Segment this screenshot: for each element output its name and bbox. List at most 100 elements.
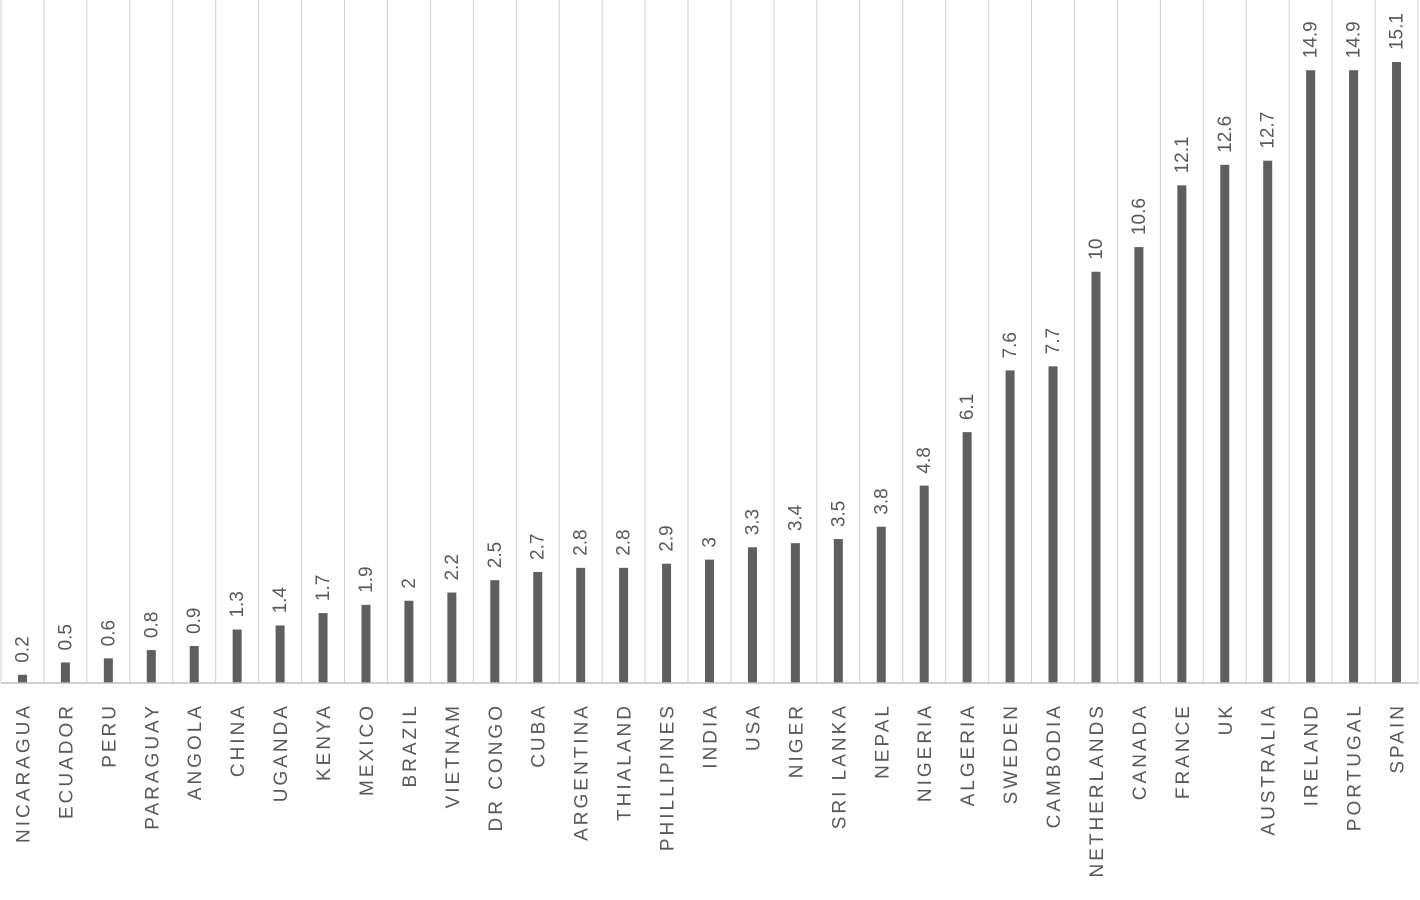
data-label: 12.1 [1172, 136, 1193, 173]
data-label: 2.2 [442, 554, 463, 580]
category-label: PERU [99, 703, 120, 768]
data-label: 2.5 [485, 542, 506, 568]
category-label: KENYA [314, 703, 335, 781]
data-label: 2 [399, 578, 420, 589]
data-label: 3.3 [742, 509, 763, 535]
data-label: 14.9 [1344, 21, 1365, 58]
data-label: 12.6 [1215, 116, 1236, 153]
bar-angola [189, 645, 199, 683]
bar-uk [1220, 164, 1230, 683]
category-label: ARGENTINA [572, 703, 593, 841]
data-label: 1.3 [227, 591, 248, 617]
data-label: 3.4 [785, 504, 806, 531]
bar-nepal [876, 526, 886, 683]
category-label: PHILLIPINES [658, 703, 679, 851]
data-label: 0.6 [98, 620, 119, 646]
category-label: FRANCE [1173, 703, 1194, 799]
category-label: CAMBODIA [1044, 703, 1065, 828]
data-label: 0.8 [141, 612, 162, 638]
bar-portugal [1349, 70, 1359, 684]
category-label: MEXICO [357, 703, 378, 796]
category-label: PORTUGAL [1345, 703, 1366, 831]
category-label: AUSTRALIA [1259, 703, 1280, 836]
data-label: 3.5 [828, 501, 849, 527]
bar-usa [747, 547, 757, 683]
category-label: SPAIN [1388, 703, 1409, 774]
data-label: 1.9 [356, 566, 377, 592]
category-tick-labels: NICARAGUA ECUADOR PERU PARAGUAY ANGOLA CHINA U… [13, 703, 1408, 877]
bar-mexico [361, 604, 371, 683]
data-label: 2.8 [614, 529, 635, 555]
bar-australia [1263, 160, 1273, 684]
bar-india [705, 559, 714, 683]
bar-ecuador [60, 662, 70, 683]
bar-netherlands [1091, 271, 1101, 683]
category-label: VIETNAM [443, 703, 464, 808]
data-label: 7.6 [1000, 332, 1021, 358]
category-label: ECUADOR [56, 703, 77, 819]
data-label: 3 [700, 537, 721, 548]
category-label: USA [743, 703, 764, 751]
bar-cambodia [1048, 366, 1058, 683]
gridlines [0, 0, 1419, 683]
data-label: 7.7 [1043, 328, 1064, 354]
bar-china [232, 629, 242, 683]
bar-sri-lanka [833, 539, 843, 683]
data-label: 10 [1086, 239, 1107, 260]
category-label: CHINA [228, 703, 249, 777]
bar-phillipines [662, 563, 672, 683]
data-label: 0.2 [12, 636, 33, 662]
category-label: NICARAGUA [13, 703, 34, 843]
data-label: 12.7 [1258, 112, 1279, 149]
category-label: ANGOLA [185, 703, 206, 800]
data-label: 3.8 [871, 488, 892, 514]
data-label: 14.9 [1301, 21, 1322, 58]
bar-kenya [318, 613, 328, 683]
category-label: CUBA [529, 703, 550, 768]
data-label: 15.1 [1387, 13, 1408, 50]
data-label: 2.8 [571, 529, 592, 555]
category-label: NEPAL [872, 703, 893, 779]
category-label: SWEDEN [1001, 703, 1022, 804]
bar-spain [1392, 62, 1402, 683]
bar-argentina [576, 567, 586, 683]
data-label: 1.4 [270, 587, 291, 614]
bar-nigeria [919, 485, 929, 683]
category-label: NETHERLANDS [1087, 703, 1108, 877]
category-label: ALGERIA [958, 703, 979, 806]
bar-niger [790, 543, 800, 683]
bar-ireland [1306, 70, 1316, 684]
bar-peru [103, 658, 113, 683]
bars [17, 62, 1402, 684]
bar-canada [1134, 247, 1144, 683]
bar-sweden [1005, 370, 1015, 683]
category-label: NIGERIA [915, 703, 936, 802]
data-label: 4.8 [914, 447, 935, 473]
category-label: THIALAND [615, 703, 636, 821]
bar-cuba [533, 571, 543, 683]
category-label: IRELAND [1302, 703, 1323, 806]
category-label: UGANDA [271, 703, 292, 802]
category-label: NIGER [786, 703, 807, 778]
data-label: 10.6 [1129, 198, 1150, 235]
category-label: PARAGUAY [142, 703, 163, 830]
category-label: INDIA [701, 703, 722, 769]
category-label: BRAZIL [400, 703, 421, 788]
data-labels: 0.2 0.5 0.6 0.8 0.9 1.3 1.4 1.7 1.9 2 2.2 2.5 2.7 2.8… [12, 13, 1407, 663]
bar-algeria [962, 432, 972, 683]
category-label: CANADA [1130, 703, 1151, 800]
category-label: SRI LANKA [829, 703, 850, 829]
data-label: 0.9 [184, 608, 205, 634]
category-label: DR CONGO [486, 703, 507, 832]
bar-vietnam [447, 592, 457, 683]
category-label: UK [1216, 703, 1237, 735]
data-label: 2.9 [657, 525, 678, 551]
data-label: 2.7 [528, 534, 549, 560]
bar-france [1177, 185, 1187, 683]
data-label: 6.1 [957, 394, 978, 420]
bar-thialand [619, 567, 629, 683]
data-label: 1.7 [313, 575, 334, 601]
bar-nicaragua [17, 674, 27, 683]
bar-dr-congo [490, 580, 500, 683]
